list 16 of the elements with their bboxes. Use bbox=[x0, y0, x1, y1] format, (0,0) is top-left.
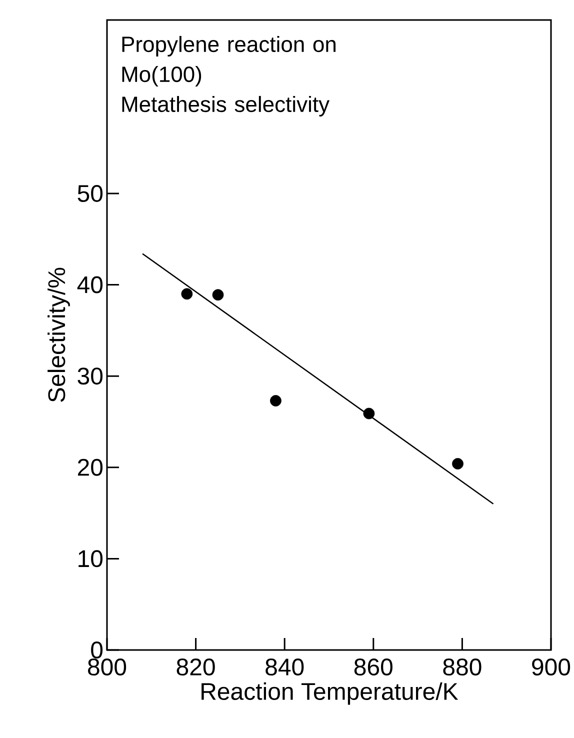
text: Propylene reaction on Mo(100) bbox=[122, 36, 336, 86]
x-tick-label: 800 bbox=[88, 658, 126, 676]
y-tick-label: 0 bbox=[90, 641, 102, 658]
text: Metathesis selectivity bbox=[122, 96, 330, 116]
y-tick-label: 40 bbox=[77, 276, 102, 294]
y-tick-label: 30 bbox=[78, 368, 102, 385]
x-tick-label: 900 bbox=[532, 658, 570, 676]
x-axis-title: Reaction Temperature/K bbox=[201, 682, 458, 705]
y-tick-label: 50 bbox=[78, 184, 102, 202]
x-tick-label: 820 bbox=[176, 658, 215, 676]
y-tick-label: 20 bbox=[78, 458, 102, 476]
x-tick-label: 860 bbox=[354, 658, 392, 676]
y-axis-title: Selectivity/% bbox=[47, 268, 70, 402]
x-tick-label: 840 bbox=[265, 658, 304, 676]
x-tick-label: 880 bbox=[443, 658, 482, 676]
y-tick-label: 10 bbox=[78, 550, 102, 568]
